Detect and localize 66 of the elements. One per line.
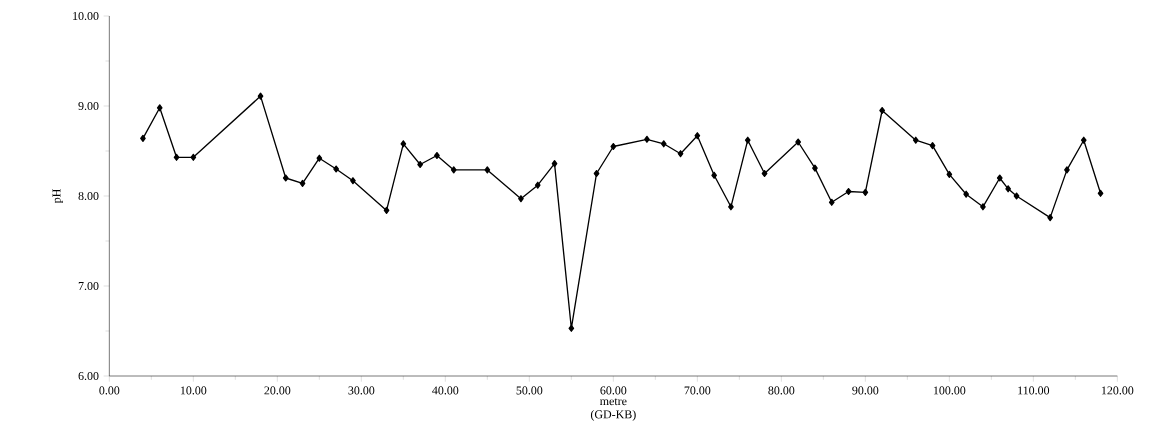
y-tick-label: 9.00 [78,101,99,111]
point [282,174,289,182]
point [156,104,163,112]
point [333,165,339,173]
point [140,134,146,142]
point [996,174,1003,182]
point [518,195,524,203]
x-axis-title: metre (GD-KB) [590,398,636,421]
point [660,140,667,148]
point [350,177,356,185]
point [551,160,558,168]
point [1064,166,1070,174]
x-tick-label: 110.00 [1018,386,1050,395]
point [728,203,734,211]
point [862,188,869,196]
point [946,170,953,178]
point [912,136,919,144]
y-axis-title: pH [52,189,63,204]
point [761,169,768,178]
point [980,203,986,211]
y-tick-label: 8.00 [78,191,99,201]
y-tick-label: 6.00 [78,371,99,381]
point [1080,136,1087,144]
x-tick-label: 40.00 [432,386,459,395]
point [534,181,541,189]
x-tick-label: 70.00 [684,386,711,395]
point [644,135,650,143]
point [1013,192,1020,200]
point [173,153,180,161]
x-tick-label: 10.00 [180,386,207,395]
x-tick-label: 60.00 [600,386,627,395]
y-tick-label: 10.00 [73,11,99,21]
point [450,166,457,174]
x-tick-label: 30.00 [348,386,375,395]
point [879,106,886,115]
point [1047,214,1054,222]
point [316,154,323,162]
x-tick-label: 50.00 [516,386,543,395]
point [795,138,801,146]
point [812,164,818,172]
point [190,153,197,161]
point [677,150,684,158]
point [568,324,575,332]
point [610,142,617,151]
point [484,166,491,174]
x-tick-label: 20.00 [264,386,291,395]
point [257,92,264,100]
point [1097,189,1104,197]
x-tick-label: 120.00 [1101,386,1134,395]
point [383,206,390,214]
x-tick-label: 80.00 [768,386,795,395]
point [711,171,717,179]
y-tick-label: 7.00 [78,281,99,291]
point [400,140,407,148]
point [1005,185,1012,193]
point [694,132,701,140]
point [845,187,852,196]
point [593,169,600,178]
point [828,198,835,206]
point [299,179,306,187]
point [744,136,751,144]
point [963,190,970,198]
x-tick-label: 90.00 [852,386,879,395]
point [929,142,936,150]
x-tick-label: 100.00 [933,386,966,395]
x-tick-label: 0.00 [99,386,120,395]
